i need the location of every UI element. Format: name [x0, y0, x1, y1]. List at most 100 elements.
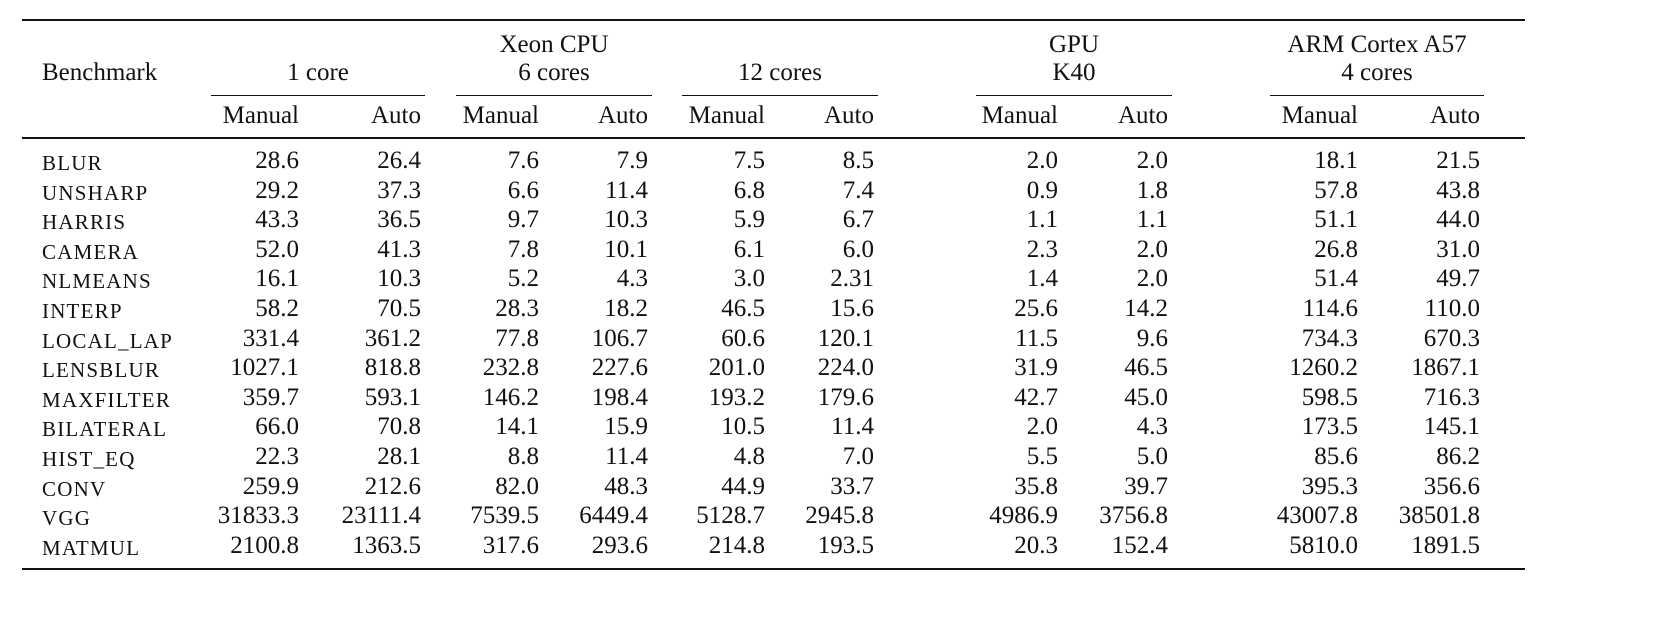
header-rule — [22, 137, 1525, 139]
table-cell: 1.8 — [1136, 176, 1168, 204]
table-cell: 734.3 — [1301, 324, 1358, 352]
table-cell: 16.1 — [255, 265, 299, 293]
table-cell: 2.0 — [1026, 413, 1058, 441]
table-cell: 11.5 — [1015, 324, 1058, 352]
table-cell: 146.2 — [482, 383, 539, 411]
table-cell: 36.5 — [377, 206, 421, 234]
table-cell: 44.0 — [1436, 206, 1480, 234]
table-cell: 43007.8 — [1276, 502, 1358, 530]
table-cell: 31.0 — [1436, 235, 1480, 263]
table-cell: 356.6 — [1423, 472, 1480, 500]
top-rule — [22, 19, 1525, 21]
table-cell: 227.6 — [591, 354, 648, 382]
table-cell: 43.8 — [1436, 176, 1480, 204]
column-label-10: Auto — [1430, 102, 1480, 129]
row-benchmark-name: UNSHARP — [42, 180, 149, 205]
table-cell: 38501.8 — [1398, 502, 1480, 530]
table-cell: 7.8 — [507, 235, 539, 263]
row-benchmark-name: CONV — [42, 476, 107, 501]
table-cell: 31833.3 — [217, 502, 299, 530]
table-cell: 110.0 — [1424, 295, 1480, 322]
table-cell: 1.4 — [1026, 265, 1058, 293]
table-cell: 2.31 — [830, 265, 874, 293]
table-cell: 2.0 — [1026, 147, 1058, 174]
table-cell: 193.5 — [817, 531, 874, 559]
subgroup-header-6-cores: 6 cores — [518, 59, 590, 86]
table-cell: 7539.5 — [470, 502, 539, 530]
table-cell: 10.3 — [377, 265, 421, 293]
table-cell: 173.5 — [1301, 413, 1358, 441]
table-cell: 86.2 — [1436, 443, 1480, 470]
row-benchmark-name: MAXFILTER — [42, 387, 172, 412]
table-cell: 6.0 — [842, 235, 874, 263]
row-benchmark-name: LOCAL_LAP — [42, 328, 173, 353]
table-cell: 46.5 — [1124, 354, 1168, 382]
table-cell: 9.7 — [507, 206, 539, 234]
table-cell: 716.3 — [1423, 383, 1480, 411]
table-cell: 1867.1 — [1411, 354, 1480, 382]
table-cell: 66.0 — [255, 413, 299, 441]
column-label-3: Manual — [462, 102, 539, 129]
table-cell: 39.7 — [1124, 472, 1168, 500]
table-cell: 35.8 — [1014, 472, 1058, 500]
table-cell: 145.1 — [1423, 413, 1480, 441]
table-cell: 193.2 — [708, 383, 765, 411]
table-cell: 10.3 — [604, 206, 648, 234]
table-cell: 8.8 — [507, 443, 539, 470]
table-cell: 45.0 — [1124, 383, 1168, 411]
table-cell: 14.1 — [495, 413, 539, 441]
table-cell: 1027.1 — [230, 354, 299, 382]
table-cell: 7.0 — [842, 443, 874, 470]
table-cell: 46.5 — [721, 295, 765, 322]
column-label-7: Manual — [981, 102, 1058, 129]
table-cell: 21.5 — [1436, 147, 1480, 174]
column-label-9: Manual — [1281, 102, 1358, 129]
table-cell: 23111.4 — [341, 502, 421, 530]
table-cell: 1.1 — [1026, 206, 1058, 234]
table-cell: 6.8 — [733, 176, 765, 204]
table-cell: 11.4 — [831, 413, 874, 441]
table-cell: 18.2 — [604, 295, 648, 322]
table-cell: 10.5 — [721, 413, 765, 441]
column-label-5: Manual — [688, 102, 765, 129]
table-cell: 7.9 — [616, 147, 648, 174]
table-cell: 152.4 — [1111, 531, 1168, 559]
table-cell: 2.0 — [1136, 265, 1168, 293]
group-header-xeon: Xeon CPU — [499, 31, 609, 58]
row-benchmark-name: HIST_EQ — [42, 447, 136, 471]
table-cell: 224.0 — [817, 354, 874, 382]
table-cell: 293.6 — [591, 531, 648, 559]
table-cell: 51.4 — [1314, 265, 1358, 293]
table-cell: 6.6 — [507, 176, 539, 204]
table-cell: 1891.5 — [1411, 531, 1480, 559]
row-benchmark-name: BILATERAL — [42, 417, 168, 442]
table-cell: 395.3 — [1301, 472, 1358, 500]
table-cell: 212.6 — [364, 472, 421, 500]
table-cell: 14.2 — [1124, 295, 1168, 322]
table-cell: 26.8 — [1314, 235, 1358, 263]
table-cell: 2.0 — [1136, 235, 1168, 263]
table-cell: 2.0 — [1136, 147, 1168, 174]
table-cell: 85.6 — [1314, 443, 1358, 470]
group-rule-gpu — [976, 95, 1172, 96]
row-benchmark-name: CAMERA — [42, 239, 140, 264]
table-cell: 37.3 — [377, 176, 421, 204]
table-cell: 361.2 — [364, 324, 421, 352]
subgroup-header-12-cores: 12 cores — [738, 59, 822, 86]
table-cell: 114.6 — [1302, 295, 1358, 322]
row-benchmark-name: BLUR — [42, 151, 103, 175]
table-cell: 60.6 — [721, 324, 765, 352]
table-cell: 5.0 — [1136, 443, 1168, 470]
row-benchmark-name: VGG — [42, 506, 92, 531]
table-cell: 6449.4 — [579, 502, 648, 530]
table-cell: 359.7 — [242, 383, 299, 411]
table-cell: 2100.8 — [230, 531, 299, 559]
row-benchmark-name: MATMUL — [42, 535, 141, 560]
table-cell: 4.3 — [1136, 413, 1168, 441]
group-header-gpu: GPU — [1048, 31, 1099, 58]
table-cell: 106.7 — [591, 324, 648, 352]
table-cell: 120.1 — [817, 324, 874, 352]
table-cell: 670.3 — [1423, 324, 1480, 352]
table-cell: 26.4 — [377, 147, 421, 174]
table-cell: 1260.2 — [1289, 354, 1358, 382]
